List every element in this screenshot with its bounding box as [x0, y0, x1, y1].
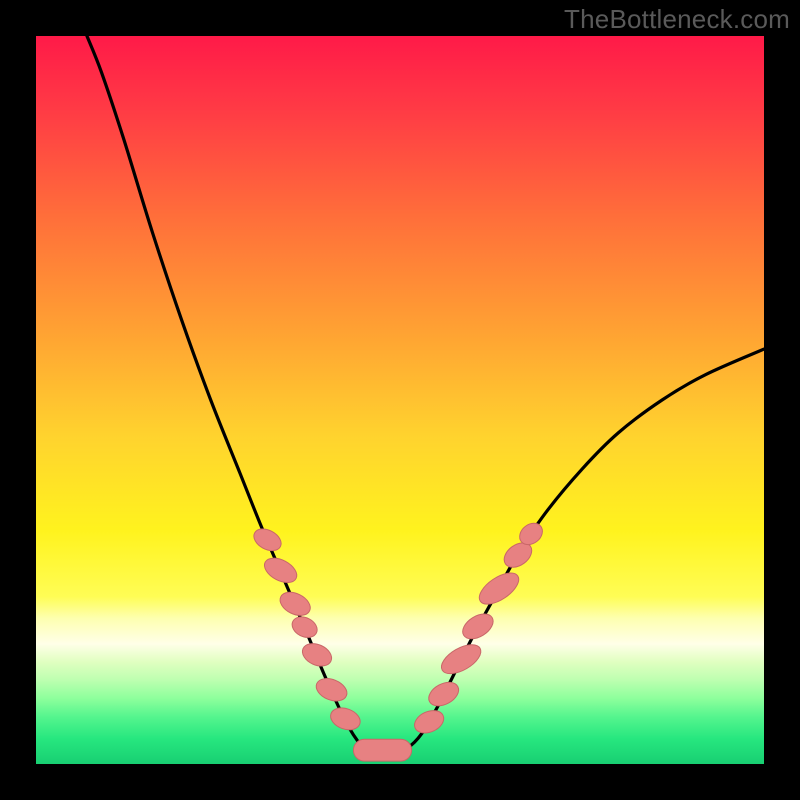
trough-bar [353, 739, 411, 761]
watermark-text: TheBottleneck.com [564, 4, 790, 35]
chart-container: TheBottleneck.com [0, 0, 800, 800]
chart-svg [0, 0, 800, 800]
plot-area [36, 36, 764, 764]
